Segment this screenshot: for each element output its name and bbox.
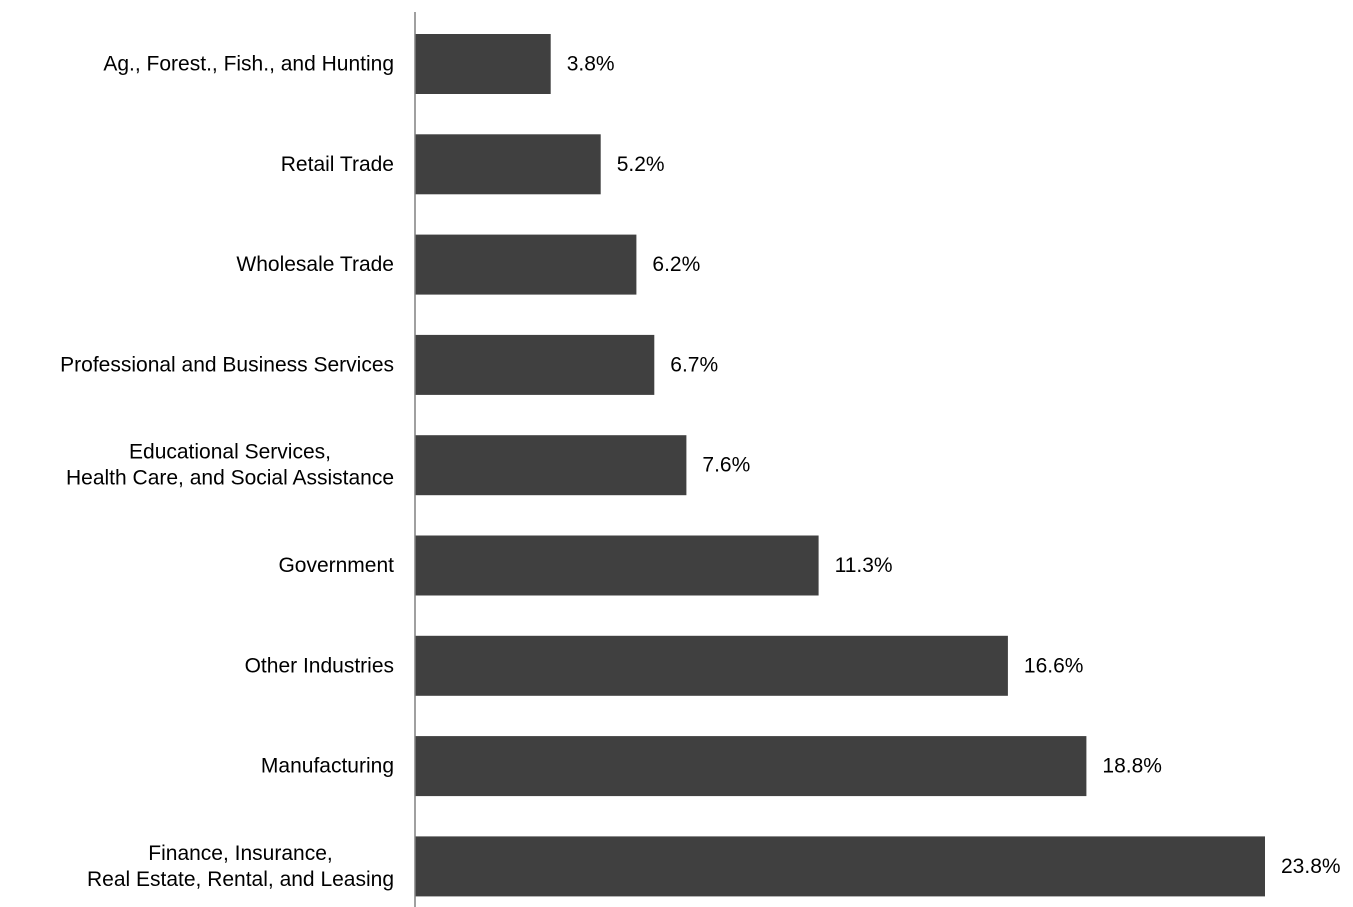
bar-finance-insurance-real-estate-rental-and-leasing [415,836,1265,897]
category-label-retail-trade: Retail Trade [281,153,394,176]
category-label-line: Professional and Business Services [60,353,394,376]
bar-other-industries [415,635,1008,696]
category-label-wholesale-trade: Wholesale Trade [236,253,394,276]
value-label-government: 11.3% [835,554,893,577]
category-label-line: Other Industries [245,654,394,677]
value-label-professional-and-business-services: 6.7% [670,353,718,376]
category-label-professional-and-business-services: Professional and Business Services [60,353,394,376]
bar-wholesale-trade [415,234,637,295]
category-label-line: Manufacturing [261,755,394,778]
category-labels-group: Ag., Forest., Fish., and Hunting Retail T… [60,53,394,891]
value-label-other-industries: 16.6% [1024,654,1084,677]
value-labels-group: 3.8% 5.2% 6.2% 6.7% 7.6% 11.3% 16.6% 18.8% 23.8% [567,53,1341,878]
category-label-line: Educational Services, [129,441,331,464]
bar-retail-trade [415,134,601,195]
bar-educational-services-health-care-and-social-assistance [415,435,687,496]
bar-government [415,535,819,596]
category-label-educational-services-health-care-and-social-assistance: Educational Services, Health Care, and So… [66,441,394,490]
category-label-manufacturing: Manufacturing [261,755,394,778]
category-label-line: Wholesale Trade [236,253,394,276]
value-label-wholesale-trade: 6.2% [652,253,700,276]
category-label-line: Retail Trade [281,153,394,176]
category-label-line: Government [278,554,394,577]
bar-ag-forest-fish-and-hunting [415,34,551,94]
value-label-finance-insurance-real-estate-rental-and-leasing: 23.8% [1281,855,1341,878]
category-label-ag-forest-fish-and-hunting: Ag., Forest., Fish., and Hunting [103,53,394,76]
category-label-line: Finance, Insurance, [148,842,332,865]
bar-manufacturing [415,736,1087,797]
category-label-finance-insurance-real-estate-rental-and-leasing: Finance, Insurance, Real Estate, Rental, … [87,842,394,891]
value-label-educational-services-health-care-and-social-assistance: 7.6% [702,454,750,477]
bar-professional-and-business-services [415,334,655,395]
bars-group [415,34,1265,897]
value-label-manufacturing: 18.8% [1102,755,1162,778]
value-label-ag-forest-fish-and-hunting: 3.8% [567,53,615,76]
category-label-line: Health Care, and Social Assistance [66,467,394,490]
value-label-retail-trade: 5.2% [617,153,665,176]
category-label-line: Real Estate, Rental, and Leasing [87,868,394,891]
category-label-other-industries: Other Industries [245,654,394,677]
category-label-line: Ag., Forest., Fish., and Hunting [103,53,394,76]
category-label-government: Government [278,554,394,577]
